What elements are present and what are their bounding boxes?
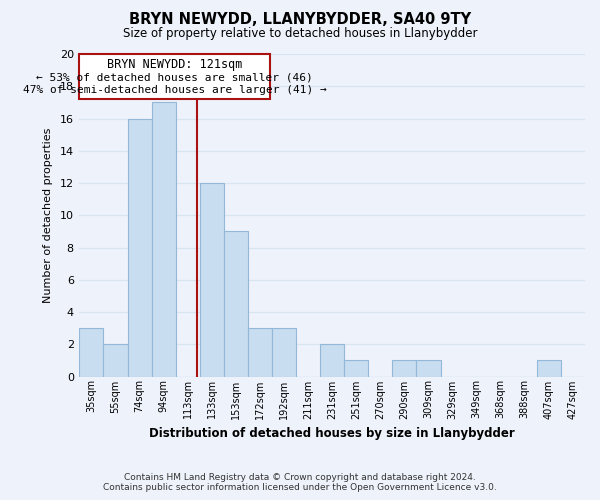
Bar (152, 102, 176, 376)
Text: Contains HM Land Registry data © Crown copyright and database right 2024.
Contai: Contains HM Land Registry data © Crown c… (103, 473, 497, 492)
Bar (79, 328, 103, 376)
Bar (200, 183, 224, 376)
Bar (248, 328, 272, 376)
Bar (128, 118, 152, 376)
Bar (224, 232, 248, 376)
Bar (344, 360, 368, 376)
Bar (320, 344, 344, 376)
Text: BRYN NEWYDD: 121sqm: BRYN NEWYDD: 121sqm (107, 58, 242, 71)
Bar (537, 360, 561, 376)
Bar (103, 344, 128, 376)
Text: Size of property relative to detached houses in Llanybydder: Size of property relative to detached ho… (123, 28, 477, 40)
X-axis label: Distribution of detached houses by size in Llanybydder: Distribution of detached houses by size … (149, 427, 515, 440)
Y-axis label: Number of detached properties: Number of detached properties (43, 128, 53, 303)
Bar (416, 360, 440, 376)
Bar (392, 360, 416, 376)
Text: ← 53% of detached houses are smaller (46): ← 53% of detached houses are smaller (46… (36, 72, 313, 83)
Bar (272, 328, 296, 376)
Text: 47% of semi-detached houses are larger (41) →: 47% of semi-detached houses are larger (… (23, 86, 326, 96)
FancyBboxPatch shape (79, 54, 269, 99)
Text: BRYN NEWYDD, LLANYBYDDER, SA40 9TY: BRYN NEWYDD, LLANYBYDDER, SA40 9TY (129, 12, 471, 28)
